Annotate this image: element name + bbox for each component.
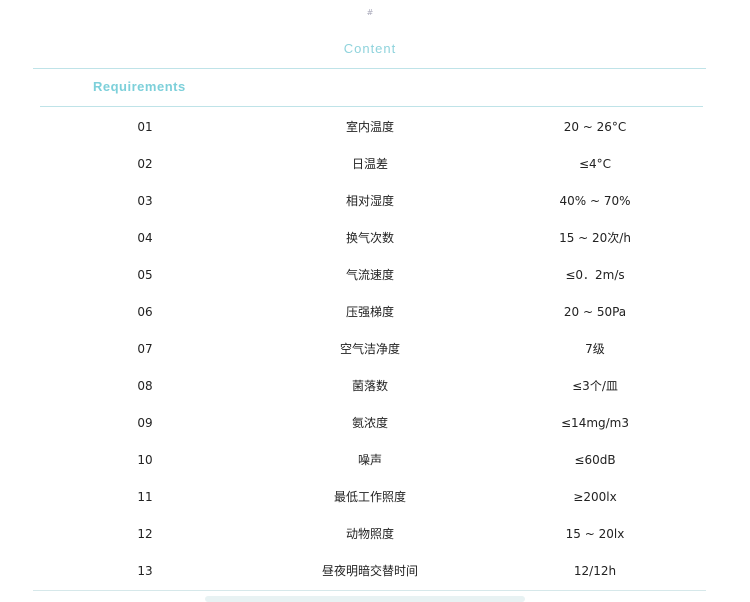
table-row: 05 气流速度 ≤0．2m/s — [40, 256, 703, 293]
row-item: 室内温度 — [345, 120, 394, 134]
section-heading: Requirements — [93, 79, 186, 94]
row-value: ≥200lx — [573, 489, 617, 504]
table-row: 10 噪声 ≤60dB — [40, 441, 703, 478]
row-value: 20 ~ 26°C — [563, 119, 627, 134]
requirements-table: 01 室内温度 20 ~ 26°C 02 日温差 ≤4°C 03 相对湿度 40% ~ 70% 0… — [40, 108, 703, 589]
row-value: ≤0．2m/s — [565, 268, 625, 282]
row-item: 相对湿度 — [345, 194, 394, 208]
row-item: 最低工作照度 — [333, 490, 406, 504]
row-number: 13 — [137, 563, 153, 578]
row-value: 15 ~ 20lx — [565, 526, 625, 541]
row-value: ≤3个/皿 — [572, 379, 618, 393]
table-row: 08 菌落数 ≤3个/皿 — [40, 367, 703, 404]
table-row: 07 空气洁净度 7级 — [40, 330, 703, 367]
row-value: 40% ~ 70% — [559, 193, 631, 208]
row-number: 09 — [137, 415, 153, 430]
header-mark: # — [366, 8, 374, 17]
row-number: 03 — [137, 193, 153, 208]
row-item: 菌落数 — [351, 379, 388, 393]
table-row: 09 氨浓度 ≤14mg/m3 — [40, 404, 703, 441]
row-item: 压强梯度 — [345, 305, 394, 319]
row-number: 02 — [137, 156, 153, 171]
table-row: 02 日温差 ≤4°C — [40, 145, 703, 182]
row-item: 换气次数 — [345, 231, 394, 245]
row-number: 01 — [137, 119, 153, 134]
table-row: 03 相对湿度 40% ~ 70% — [40, 182, 703, 219]
row-number: 12 — [137, 526, 153, 541]
row-item: 氨浓度 — [351, 416, 388, 430]
row-number: 08 — [137, 378, 153, 393]
row-item: 日温差 — [351, 157, 388, 171]
table-row: 04 换气次数 15 ~ 20次/h — [40, 219, 703, 256]
row-value: 12/12h — [573, 563, 617, 578]
row-value: ≤14mg/m3 — [561, 415, 629, 430]
row-value: ≤60dB — [574, 452, 616, 467]
table-row: 06 压强梯度 20 ~ 50Pa — [40, 293, 703, 330]
row-number: 07 — [137, 341, 153, 356]
row-number: 06 — [137, 304, 153, 319]
page-title: Content — [343, 41, 397, 56]
row-item: 动物照度 — [345, 527, 394, 541]
row-value: 20 ~ 50Pa — [563, 304, 627, 319]
row-number: 11 — [137, 489, 153, 504]
row-number: 10 — [137, 452, 153, 467]
row-value: ≤4°C — [578, 156, 612, 171]
row-item: 空气洁净度 — [339, 342, 400, 356]
row-number: 05 — [137, 267, 153, 282]
table-row: 12 动物照度 15 ~ 20lx — [40, 515, 703, 552]
table-row: 11 最低工作照度 ≥200lx — [40, 478, 703, 515]
divider — [33, 68, 706, 69]
row-number: 04 — [137, 230, 153, 245]
row-item: 气流速度 — [345, 268, 394, 282]
row-item: 昼夜明暗交替时间 — [321, 564, 418, 578]
table-row: 01 室内温度 20 ~ 26°C — [40, 108, 703, 145]
divider — [33, 590, 706, 591]
row-value: 15 ~ 20次/h — [559, 231, 631, 245]
row-item: 噪声 — [357, 453, 382, 467]
divider — [40, 106, 703, 107]
horizontal-scrollbar[interactable] — [205, 596, 525, 602]
table-row: 13 昼夜明暗交替时间 12/12h — [40, 552, 703, 589]
row-value: 7级 — [585, 342, 605, 356]
